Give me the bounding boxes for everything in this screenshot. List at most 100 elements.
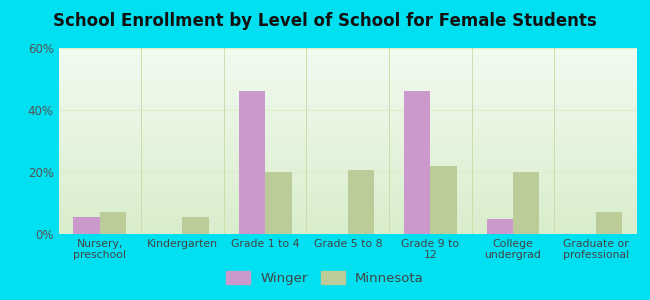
Bar [58, 85, 637, 87]
Bar [58, 158, 637, 160]
Bar [58, 134, 637, 135]
Bar [58, 208, 637, 210]
Bar [58, 57, 637, 59]
Bar [58, 169, 637, 171]
Bar [58, 61, 637, 63]
Bar [58, 111, 637, 113]
Bar [265, 172, 292, 234]
Bar [58, 212, 637, 214]
Bar [58, 199, 637, 200]
Bar [58, 167, 637, 169]
Bar [183, 217, 209, 234]
Bar [348, 170, 374, 234]
Bar [58, 141, 637, 143]
Bar [58, 70, 637, 72]
Bar [58, 148, 637, 150]
Bar [58, 217, 637, 219]
Bar [58, 119, 637, 121]
Bar [58, 206, 637, 208]
Bar [58, 117, 637, 119]
Bar [58, 197, 637, 199]
Bar [58, 126, 637, 128]
Bar [58, 100, 637, 102]
Bar [58, 221, 637, 223]
Bar [58, 76, 637, 78]
Bar [430, 166, 457, 234]
Bar [58, 54, 637, 56]
Bar [58, 128, 637, 130]
Bar [58, 52, 637, 54]
Bar [513, 172, 540, 234]
Bar [58, 106, 637, 107]
Bar [58, 195, 637, 197]
Bar [58, 214, 637, 215]
Bar [58, 184, 637, 186]
Bar [58, 63, 637, 65]
Bar [58, 121, 637, 122]
Bar [58, 178, 637, 180]
Bar [58, 65, 637, 67]
Bar [58, 135, 637, 137]
Bar [73, 217, 100, 234]
Bar [58, 132, 637, 134]
Bar [58, 82, 637, 83]
Bar [58, 50, 637, 52]
Bar [58, 104, 637, 106]
Bar [58, 152, 637, 154]
Bar [58, 91, 637, 93]
Bar [58, 172, 637, 175]
Bar [58, 143, 637, 145]
Bar [58, 215, 637, 217]
Bar [58, 154, 637, 156]
Bar [58, 232, 637, 234]
Bar [58, 110, 637, 111]
Bar [58, 68, 637, 70]
Bar [58, 102, 637, 104]
Bar [58, 163, 637, 165]
Bar [58, 156, 637, 158]
Bar [58, 56, 637, 57]
Bar [58, 115, 637, 117]
Bar [100, 212, 126, 234]
Bar [58, 204, 637, 206]
Bar [58, 80, 637, 82]
Bar [58, 226, 637, 228]
Bar [487, 218, 513, 234]
Bar [58, 202, 637, 204]
Bar [239, 92, 265, 234]
Bar [58, 219, 637, 221]
Bar [58, 210, 637, 212]
Bar [58, 150, 637, 152]
Bar [58, 137, 637, 139]
Text: School Enrollment by Level of School for Female Students: School Enrollment by Level of School for… [53, 12, 597, 30]
Bar [58, 122, 637, 124]
Bar [58, 59, 637, 61]
Bar [58, 165, 637, 167]
Bar [58, 113, 637, 115]
Bar [58, 193, 637, 195]
Bar [58, 89, 637, 91]
Bar [404, 92, 430, 234]
Bar [58, 78, 637, 80]
Bar [58, 182, 637, 184]
Bar [595, 212, 622, 234]
Bar [58, 223, 637, 225]
Bar [58, 160, 637, 161]
Bar [58, 228, 637, 230]
Bar [58, 83, 637, 85]
Bar [58, 107, 637, 110]
Bar [58, 147, 637, 148]
Bar [58, 67, 637, 68]
Bar [58, 180, 637, 182]
Bar [58, 191, 637, 193]
Bar [58, 161, 637, 163]
Bar [58, 96, 637, 98]
Bar [58, 94, 637, 96]
Bar [58, 87, 637, 89]
Bar [58, 189, 637, 191]
Bar [58, 93, 637, 94]
Bar [58, 139, 637, 141]
Bar [58, 225, 637, 226]
Bar [58, 98, 637, 100]
Bar [58, 145, 637, 147]
